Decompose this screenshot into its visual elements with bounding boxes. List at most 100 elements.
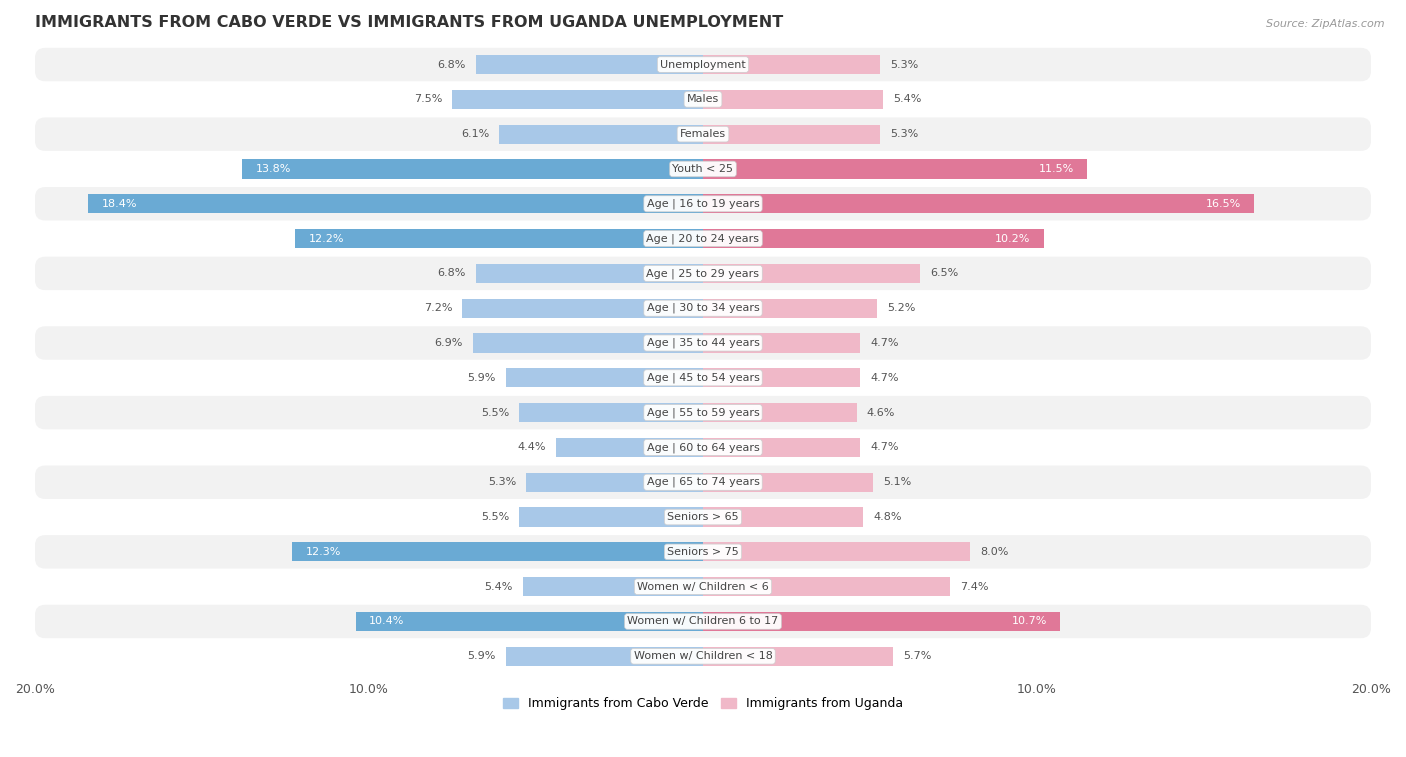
FancyBboxPatch shape [35, 535, 1371, 569]
FancyBboxPatch shape [35, 257, 1371, 290]
Bar [703, 160, 1087, 179]
Text: Age | 35 to 44 years: Age | 35 to 44 years [647, 338, 759, 348]
Text: Youth < 25: Youth < 25 [672, 164, 734, 174]
Bar [703, 264, 920, 283]
Text: Women w/ Children < 6: Women w/ Children < 6 [637, 581, 769, 592]
Bar [242, 160, 703, 179]
Text: 5.9%: 5.9% [468, 651, 496, 662]
Text: 10.2%: 10.2% [995, 234, 1031, 244]
Text: Seniors > 65: Seniors > 65 [668, 512, 738, 522]
Bar [703, 507, 863, 527]
FancyBboxPatch shape [35, 466, 1371, 499]
Text: 18.4%: 18.4% [101, 199, 138, 209]
Bar [89, 195, 703, 213]
Text: 6.8%: 6.8% [437, 269, 465, 279]
Text: 5.3%: 5.3% [488, 477, 516, 488]
Text: 5.2%: 5.2% [887, 304, 915, 313]
Text: Age | 16 to 19 years: Age | 16 to 19 years [647, 198, 759, 209]
Text: Age | 65 to 74 years: Age | 65 to 74 years [647, 477, 759, 488]
Bar [295, 229, 703, 248]
Bar [526, 472, 703, 492]
Text: Unemployment: Unemployment [661, 60, 745, 70]
Bar [703, 229, 1043, 248]
Bar [499, 125, 703, 144]
Bar [703, 90, 883, 109]
Text: 5.9%: 5.9% [468, 372, 496, 383]
Text: 11.5%: 11.5% [1039, 164, 1074, 174]
Text: IMMIGRANTS FROM CABO VERDE VS IMMIGRANTS FROM UGANDA UNEMPLOYMENT: IMMIGRANTS FROM CABO VERDE VS IMMIGRANTS… [35, 15, 783, 30]
FancyBboxPatch shape [35, 605, 1371, 638]
Bar [475, 264, 703, 283]
Text: 4.7%: 4.7% [870, 442, 898, 453]
Text: 5.5%: 5.5% [481, 407, 509, 418]
Bar [703, 646, 893, 666]
Text: 5.4%: 5.4% [484, 581, 513, 592]
Bar [703, 195, 1254, 213]
Text: Source: ZipAtlas.com: Source: ZipAtlas.com [1267, 19, 1385, 29]
Bar [703, 55, 880, 74]
Text: 4.7%: 4.7% [870, 372, 898, 383]
Bar [506, 368, 703, 388]
Bar [292, 542, 703, 562]
Text: Females: Females [681, 129, 725, 139]
Bar [703, 298, 877, 318]
Text: 5.7%: 5.7% [904, 651, 932, 662]
Text: 6.9%: 6.9% [434, 338, 463, 348]
Text: 10.7%: 10.7% [1012, 616, 1047, 627]
FancyBboxPatch shape [35, 117, 1371, 151]
Text: Age | 20 to 24 years: Age | 20 to 24 years [647, 233, 759, 244]
Text: Age | 55 to 59 years: Age | 55 to 59 years [647, 407, 759, 418]
FancyBboxPatch shape [35, 640, 1371, 673]
Text: 10.4%: 10.4% [368, 616, 405, 627]
Text: 12.3%: 12.3% [305, 547, 340, 557]
FancyBboxPatch shape [35, 187, 1371, 220]
FancyBboxPatch shape [35, 500, 1371, 534]
Text: Women w/ Children 6 to 17: Women w/ Children 6 to 17 [627, 616, 779, 627]
Text: 4.6%: 4.6% [866, 407, 896, 418]
Bar [506, 646, 703, 666]
Text: 5.4%: 5.4% [893, 95, 922, 104]
Bar [703, 472, 873, 492]
Bar [703, 542, 970, 562]
Text: Males: Males [688, 95, 718, 104]
FancyBboxPatch shape [35, 570, 1371, 603]
Text: 7.2%: 7.2% [425, 304, 453, 313]
FancyBboxPatch shape [35, 396, 1371, 429]
Bar [703, 612, 1060, 631]
Text: 13.8%: 13.8% [256, 164, 291, 174]
Bar [703, 125, 880, 144]
Text: Age | 30 to 34 years: Age | 30 to 34 years [647, 303, 759, 313]
Text: 5.3%: 5.3% [890, 129, 918, 139]
Bar [555, 438, 703, 457]
Text: Age | 25 to 29 years: Age | 25 to 29 years [647, 268, 759, 279]
Bar [703, 368, 860, 388]
Text: 6.8%: 6.8% [437, 60, 465, 70]
Bar [703, 333, 860, 353]
Text: 4.7%: 4.7% [870, 338, 898, 348]
Bar [703, 403, 856, 422]
Bar [453, 90, 703, 109]
Text: 7.5%: 7.5% [415, 95, 443, 104]
Bar [523, 577, 703, 597]
Text: 4.8%: 4.8% [873, 512, 901, 522]
Text: 16.5%: 16.5% [1205, 199, 1240, 209]
Text: 5.1%: 5.1% [883, 477, 911, 488]
Text: 5.5%: 5.5% [481, 512, 509, 522]
Text: Age | 45 to 54 years: Age | 45 to 54 years [647, 372, 759, 383]
FancyBboxPatch shape [35, 361, 1371, 394]
Bar [519, 507, 703, 527]
Text: 6.5%: 6.5% [931, 269, 959, 279]
FancyBboxPatch shape [35, 431, 1371, 464]
FancyBboxPatch shape [35, 326, 1371, 360]
Bar [472, 333, 703, 353]
Bar [703, 577, 950, 597]
Bar [703, 438, 860, 457]
FancyBboxPatch shape [35, 152, 1371, 185]
Bar [475, 55, 703, 74]
Bar [519, 403, 703, 422]
FancyBboxPatch shape [35, 291, 1371, 325]
Text: 5.3%: 5.3% [890, 60, 918, 70]
FancyBboxPatch shape [35, 222, 1371, 255]
Text: 8.0%: 8.0% [980, 547, 1008, 557]
FancyBboxPatch shape [35, 83, 1371, 116]
